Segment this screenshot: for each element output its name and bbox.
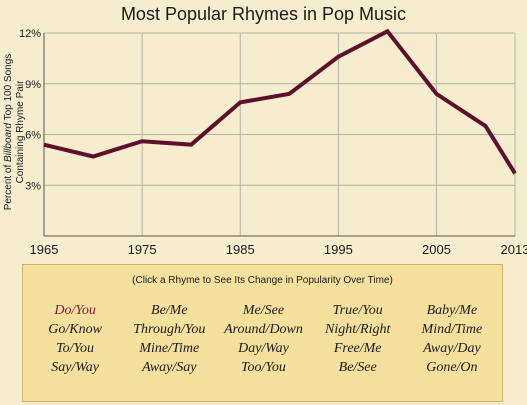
rhyme-option[interactable]: Through/You: [133, 322, 206, 337]
rhyme-option[interactable]: Be/Me: [151, 303, 188, 318]
rhyme-option[interactable]: Mine/Time: [139, 341, 200, 356]
y-axis-label-prefix: Percent of: [3, 161, 14, 211]
rhyme-option[interactable]: Night/Right: [325, 322, 391, 337]
rhyme-option[interactable]: To/You: [56, 341, 95, 356]
rhyme-option[interactable]: Say/Way: [51, 360, 99, 375]
x-tick-label: 1995: [324, 242, 353, 257]
rhyme-option[interactable]: Away/Say: [142, 360, 197, 375]
rhyme-option[interactable]: Gone/On: [426, 360, 478, 375]
rhyme-option[interactable]: Mind/Time: [421, 322, 483, 337]
y-axis-label-line2: Containing Rhyme Pair: [15, 80, 26, 184]
panel-hint: (Click a Rhyme to See Its Change in Popu…: [132, 275, 393, 286]
rhyme-list: Do/You Be/Me Me/See True/You Baby/Me Go/Know T…: [28, 301, 499, 377]
rhyme-option[interactable]: Do/You: [54, 303, 96, 318]
x-tick-label: 2013: [501, 242, 527, 257]
y-tick-label: 6%: [25, 130, 41, 142]
rhyme-option[interactable]: Be/See: [338, 360, 377, 375]
x-tick-label: 1975: [128, 242, 157, 257]
rhyme-option[interactable]: Away/Day: [423, 341, 481, 356]
rhyme-option[interactable]: Free/Me: [333, 341, 382, 356]
y-axis-label-italic: Billboard: [3, 123, 14, 162]
y-axis-label: Percent of Billboard Top 100 Songs Conta…: [2, 32, 28, 232]
x-tick-label: 1965: [30, 242, 59, 257]
rhyme-option[interactable]: Me/See: [242, 303, 285, 318]
rhyme-option[interactable]: Too/You: [241, 360, 286, 375]
y-tick-label: 12%: [19, 28, 41, 40]
chart-title: Most Popular Rhymes in Pop Music: [120, 4, 407, 24]
rhyme-selector-panel: (Click a Rhyme to See Its Change in Popu…: [22, 264, 503, 402]
x-tick-label: 1985: [226, 242, 255, 257]
rhyme-option[interactable]: Baby/Me: [426, 303, 478, 318]
rhyme-option[interactable]: Day/Way: [238, 341, 289, 356]
x-tick-label: 2005: [422, 242, 451, 257]
rhyme-option[interactable]: Go/Know: [48, 322, 102, 337]
y-axis-label-suffix: Top 100 Songs: [3, 53, 14, 124]
series-line: [43, 28, 517, 175]
rhyme-option[interactable]: True/You: [332, 303, 383, 318]
y-tick-label: 9%: [25, 79, 41, 91]
line-chart: 3% 6% 9% 12% 1965 1975 1985 1995 2005 2013: [19, 28, 527, 257]
y-tick-label: 3%: [25, 180, 41, 192]
rhyme-option[interactable]: Around/Down: [224, 322, 303, 337]
